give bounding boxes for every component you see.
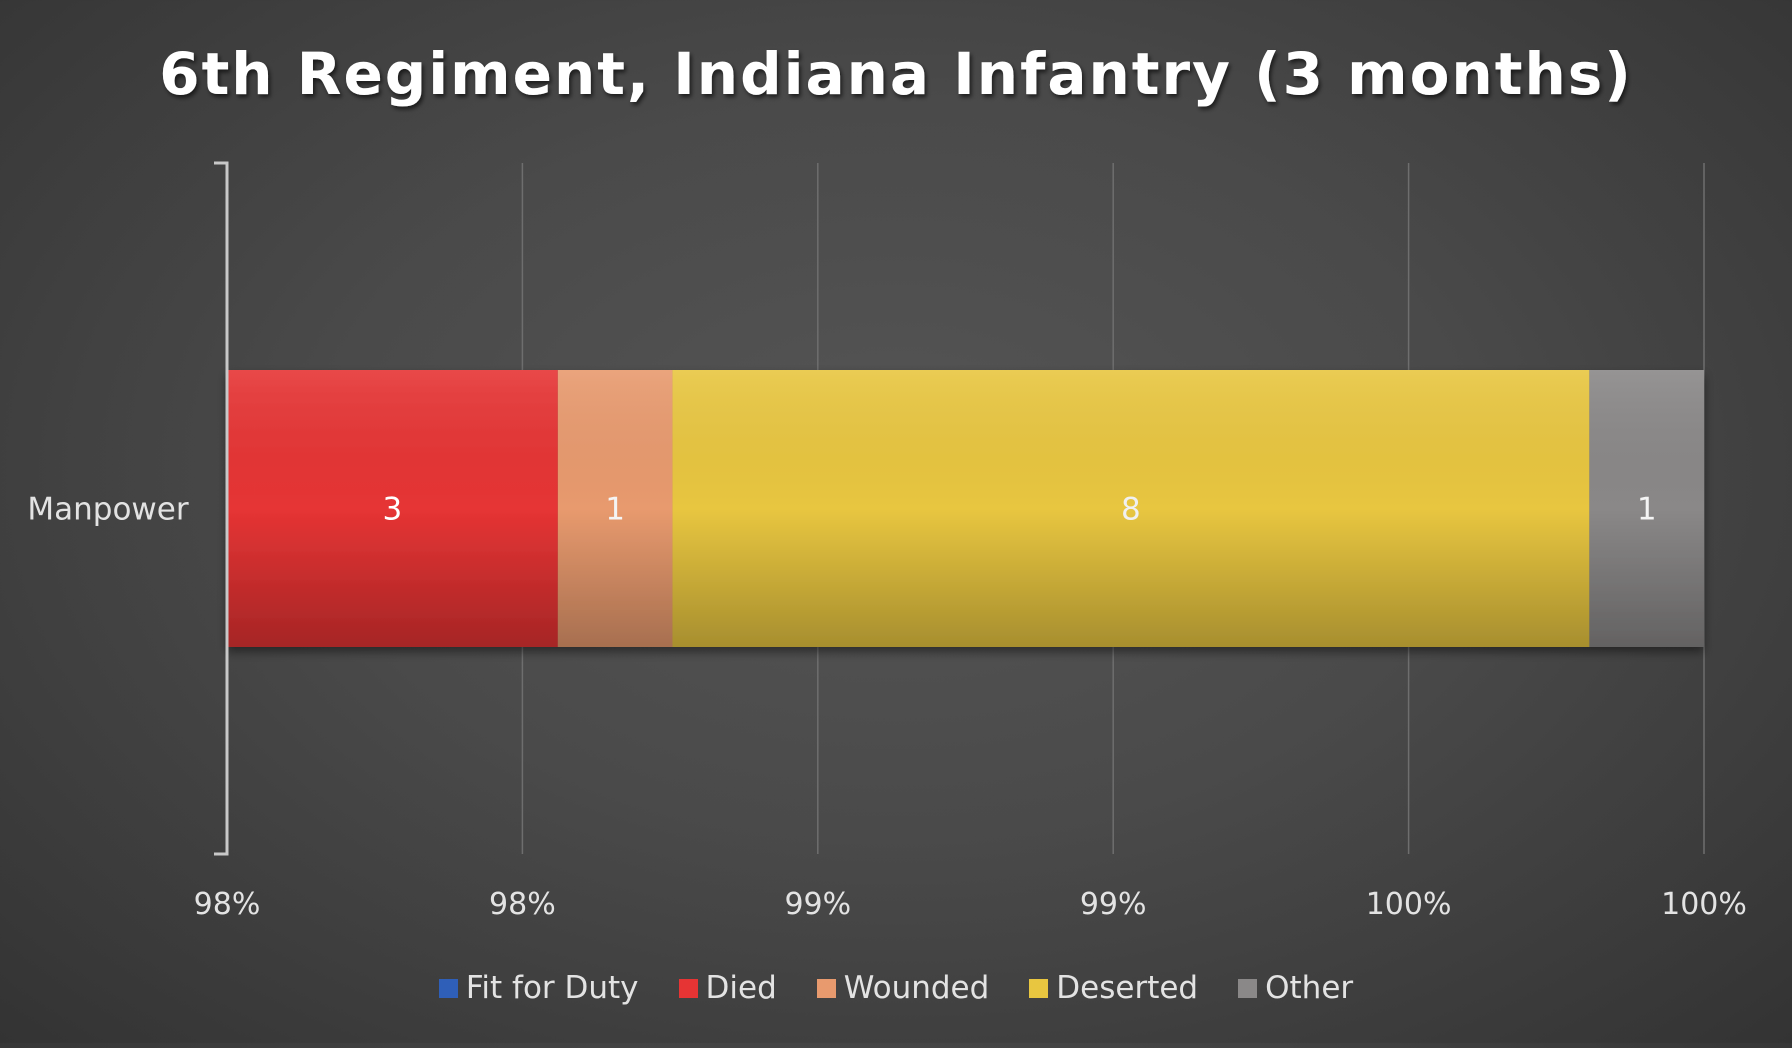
bar-segment-shade	[227, 370, 558, 647]
x-tick-label: 100%	[1366, 887, 1452, 922]
chart-title: 6th Regiment, Indiana Infantry (3 months…	[159, 40, 1633, 108]
legend: Fit for Duty Died Wounded Deserted Other	[0, 966, 1792, 1010]
legend-label: Other	[1265, 970, 1354, 1006]
legend-swatch	[1029, 978, 1049, 998]
data-labels: 3 1 8 1	[383, 492, 1657, 528]
data-label: 3	[383, 492, 403, 528]
data-label: 8	[1121, 492, 1141, 528]
legend-item: Died	[678, 970, 777, 1006]
axes: 98% 98% 99% 99% 100% 100% Manpower	[27, 161, 1747, 922]
legend-swatch	[678, 978, 698, 998]
legend-item: Fit for Duty	[438, 970, 639, 1006]
legend-label: Deserted	[1056, 970, 1199, 1006]
data-label: 1	[1637, 492, 1657, 528]
legend-label: Fit for Duty	[465, 970, 639, 1006]
y-axis-line	[214, 161, 229, 856]
x-tick-label: 99%	[784, 887, 851, 922]
legend-label: Died	[705, 970, 777, 1006]
legend-item: Wounded	[816, 970, 990, 1006]
bar-segment-shade	[672, 370, 1590, 647]
x-tick-label: 98%	[489, 887, 556, 922]
legend-swatch	[1238, 978, 1258, 998]
legend-swatch	[438, 978, 458, 998]
data-label: 1	[605, 492, 625, 528]
bar-group	[227, 370, 1704, 647]
legend-item: Other	[1238, 970, 1353, 1006]
bars	[227, 370, 1704, 647]
category-label: Manpower	[27, 492, 188, 528]
legend-swatch	[816, 978, 836, 998]
bar-segment-shade	[1589, 370, 1704, 647]
x-tick-label: 99%	[1080, 887, 1147, 922]
x-tick-label: 98%	[194, 887, 261, 922]
x-tick-label: 100%	[1661, 887, 1747, 922]
legend-item: Deserted	[1029, 970, 1198, 1006]
bar-segment-shade	[557, 370, 673, 647]
legend-label: Wounded	[843, 970, 990, 1006]
